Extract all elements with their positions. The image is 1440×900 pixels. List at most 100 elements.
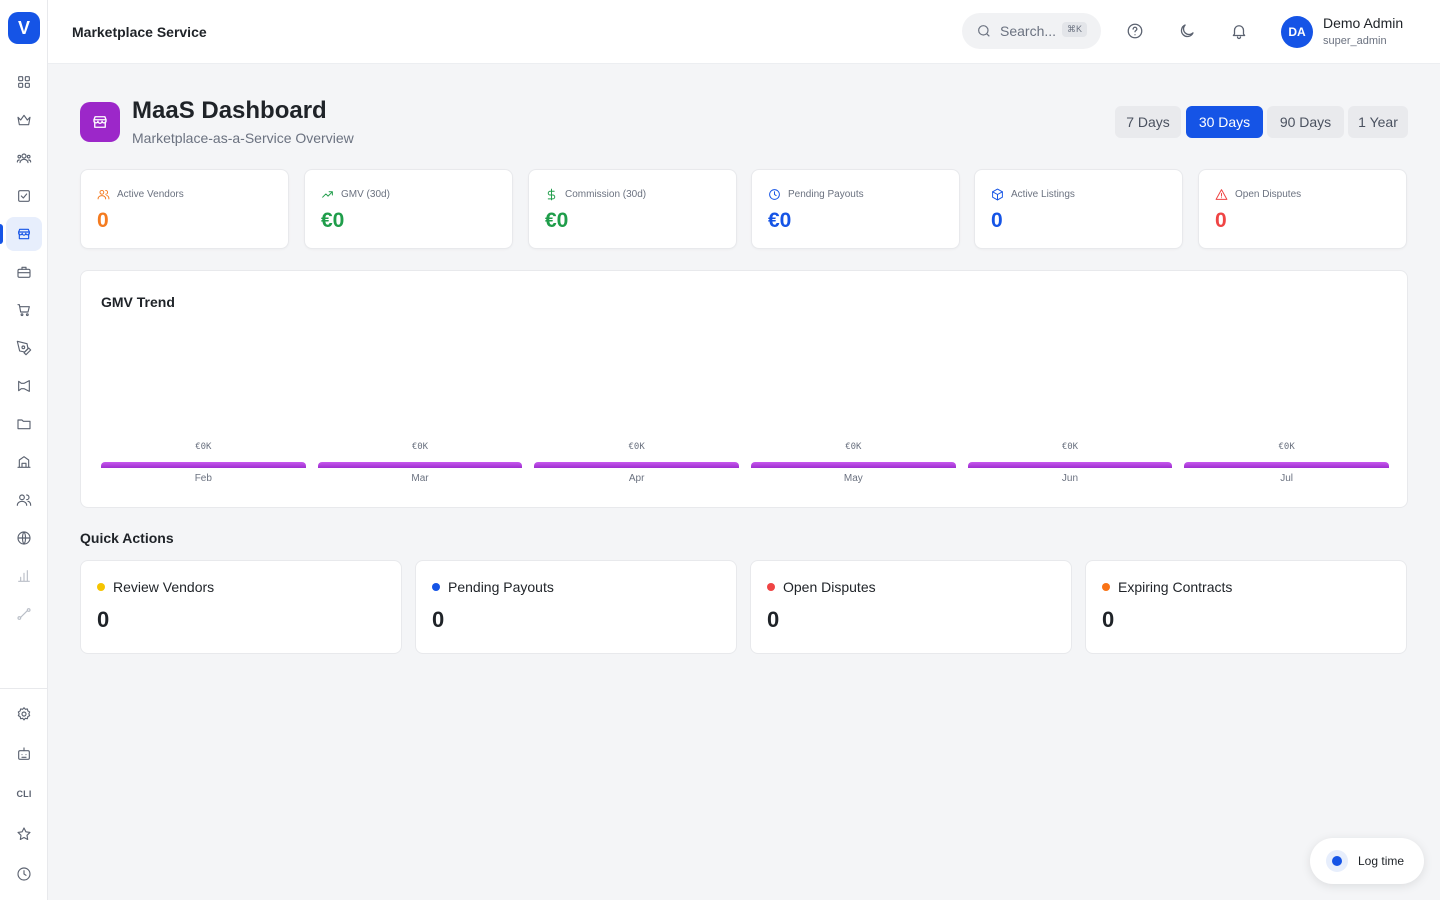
bell-icon: [1232, 25, 1246, 40]
kpi-active-listings: Active Listings 0: [974, 169, 1183, 249]
kpi-commission: Commission (30d) €0: [528, 169, 737, 249]
kpi-open-disputes: Open Disputes 0: [1198, 169, 1407, 249]
chart-bar[interactable]: [751, 462, 956, 468]
sidebar-item-analytics[interactable]: [6, 559, 42, 593]
cart-icon: [17, 304, 30, 317]
sidebar-item-tasks[interactable]: [6, 179, 42, 213]
sidebar-item-global[interactable]: [6, 521, 42, 555]
sidebar-item-design[interactable]: [6, 331, 42, 365]
sidebar-item-marketplace[interactable]: [6, 217, 42, 251]
checkbox-icon: [18, 190, 30, 202]
quick-action-pending-payouts[interactable]: Pending Payouts 0: [415, 560, 737, 654]
bar-data-label: €0K: [1278, 442, 1295, 452]
sidebar-item-users[interactable]: [6, 483, 42, 517]
period-7-days-button[interactable]: 7 Days: [1115, 106, 1181, 138]
kpi-label: Active Vendors: [117, 189, 184, 200]
clock-icon: [17, 867, 31, 881]
crown-icon: [17, 114, 31, 126]
log-time-button[interactable]: Log time: [1310, 838, 1424, 884]
moon-icon: [1180, 24, 1194, 38]
avatar-initials: DA: [1288, 25, 1306, 39]
quick-actions-title: Quick Actions: [80, 530, 174, 546]
search-icon: [978, 25, 990, 37]
quick-action-expiring-contracts[interactable]: Expiring Contracts 0: [1085, 560, 1407, 654]
kpi-active-vendors: Active Vendors 0: [80, 169, 289, 249]
trending-up-icon: [322, 191, 333, 198]
user-name[interactable]: Demo Admin: [1323, 15, 1404, 31]
route-icon: [17, 608, 31, 620]
x-tick-label: May: [843, 473, 863, 484]
notifications-button[interactable]: [1230, 22, 1248, 40]
status-dot: [97, 583, 105, 591]
sidebar-item-campaigns[interactable]: [6, 369, 42, 403]
quick-action-value: 0: [97, 607, 110, 632]
bar-data-label: €0K: [845, 442, 862, 452]
app-logo[interactable]: V: [8, 12, 40, 44]
log-time-label: Log time: [1358, 854, 1405, 868]
kpi-label: Open Disputes: [1235, 189, 1302, 200]
team-icon: [16, 153, 32, 164]
chart-bar[interactable]: [967, 462, 1173, 468]
quick-action-review-vendors[interactable]: Review Vendors 0: [80, 560, 402, 654]
timer-icon: [1326, 850, 1348, 872]
users-icon: [97, 189, 110, 200]
period-30-days-button[interactable]: 30 Days: [1186, 106, 1263, 138]
quick-action-value: 0: [432, 607, 445, 632]
alert-triangle-icon: [1215, 189, 1228, 200]
section-title: Marketplace Service: [72, 24, 207, 40]
sidebar-item-history[interactable]: [6, 857, 42, 891]
sidebar-item-organizations[interactable]: [6, 445, 42, 479]
sidebar-item-cli[interactable]: CLI: [6, 777, 42, 811]
theme-toggle-button[interactable]: [1178, 22, 1196, 40]
sidebar-item-dashboard[interactable]: [6, 65, 42, 99]
sidebar-item-services[interactable]: [6, 255, 42, 289]
avatar[interactable]: DA: [1281, 16, 1313, 48]
store-icon: [93, 116, 107, 128]
cli-label: CLI: [16, 789, 32, 799]
kpi-value: €0: [545, 209, 569, 232]
building-icon: [17, 456, 31, 468]
kpi-label: Pending Payouts: [788, 189, 864, 200]
logo-letter: V: [17, 17, 30, 38]
users-icon: [16, 494, 32, 506]
kpi-label: GMV (30d): [341, 189, 390, 200]
sidebar-item-bot[interactable]: [6, 737, 42, 771]
chart-bar[interactable]: [534, 462, 739, 468]
quick-action-open-disputes[interactable]: Open Disputes 0: [750, 560, 1072, 654]
bar-data-label: €0K: [195, 442, 212, 452]
kpi-value: €0: [768, 209, 792, 232]
search-placeholder: Search...: [1000, 23, 1057, 39]
chart-title: GMV Trend: [101, 294, 175, 310]
kpi-label: Commission (30d): [565, 189, 647, 200]
status-dot: [1102, 583, 1110, 591]
bar-data-label: €0K: [411, 442, 429, 452]
help-button[interactable]: [1126, 22, 1144, 40]
x-tick-label: Jul: [1280, 473, 1294, 484]
quick-action-label: Open Disputes: [783, 579, 876, 595]
user-role: super_admin: [1323, 35, 1387, 47]
period-90-days-button[interactable]: 90 Days: [1267, 106, 1344, 138]
kpi-pending-payouts: Pending Payouts €0: [751, 169, 960, 249]
chart-bar[interactable]: [317, 462, 523, 468]
chart-bar[interactable]: [1184, 462, 1389, 468]
sidebar: V: [0, 0, 48, 900]
period-1-year-button[interactable]: 1 Year: [1348, 106, 1408, 138]
quick-action-value: 0: [767, 607, 780, 632]
sidebar-item-files[interactable]: [6, 407, 42, 441]
bar-data-label: €0K: [1061, 442, 1079, 452]
bar-data-label: €0K: [628, 442, 645, 452]
top-header: Marketplace Service Search... ⌘K DA Demo…: [48, 0, 1440, 64]
help-circle-icon: [1127, 23, 1143, 39]
sidebar-item-orders[interactable]: [6, 293, 42, 327]
sidebar-item-premium[interactable]: [6, 103, 42, 137]
sidebar-item-routes[interactable]: [6, 597, 42, 631]
chart-bar[interactable]: [101, 462, 306, 468]
sidebar-item-favorites[interactable]: [6, 817, 42, 851]
x-tick-label: Jun: [1061, 473, 1079, 484]
search-box[interactable]: Search... ⌘K: [962, 13, 1101, 49]
sidebar-item-team[interactable]: [6, 141, 42, 175]
sidebar-item-settings[interactable]: [6, 697, 42, 731]
briefcase-icon: [17, 266, 31, 278]
kpi-value: €0: [321, 209, 345, 232]
active-indicator: [0, 224, 3, 244]
